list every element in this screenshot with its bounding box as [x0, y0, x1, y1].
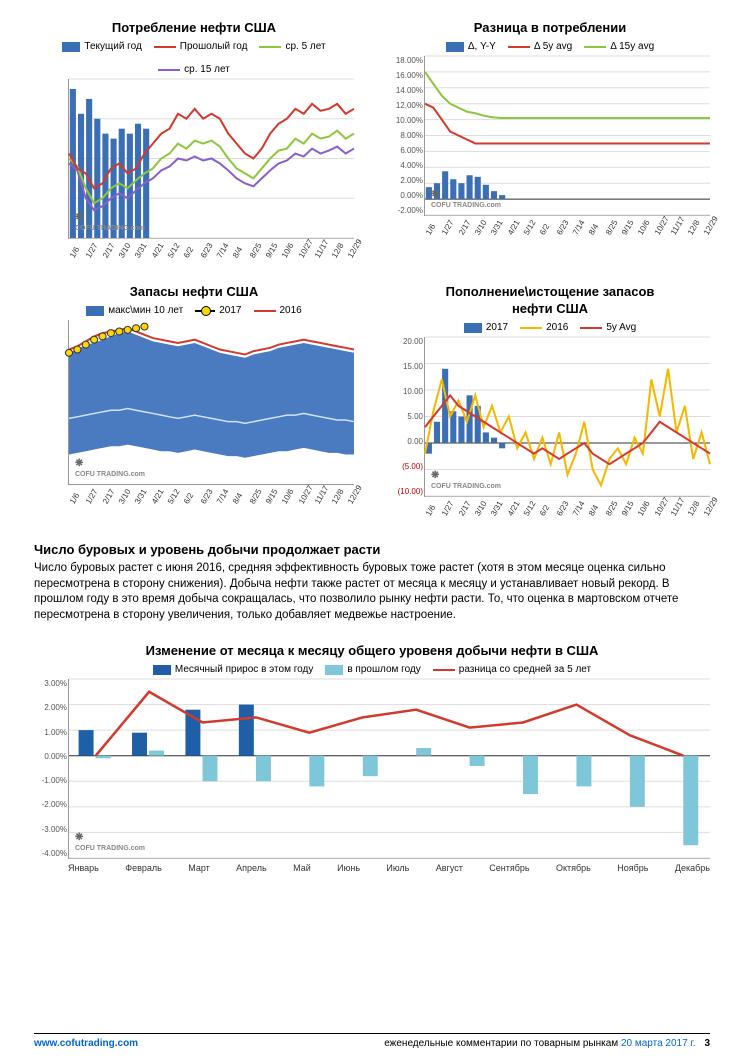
chart4-legend: 2017 2016 5y Avg — [390, 322, 710, 333]
chart-stock-change: Пополнение\истощение запасов нефти США 2… — [390, 284, 710, 522]
watermark: ❋COFU TRADING.com — [431, 470, 501, 490]
watermark: ❋COFU TRADING.com — [75, 212, 145, 232]
legend-item: Месячный прирос в этом году — [153, 664, 313, 675]
chart-consumption-diff: Разница в потреблении Δ, Y-Y Δ 5y avg Δ 15… — [390, 20, 710, 264]
chart4-title: Пополнение\истощение запасов — [390, 284, 710, 299]
legend-item: 5y Avg — [580, 322, 636, 333]
chart4-plot: 20.0015.0010.005.000.00(5.00)(10.00) ❋CO… — [424, 337, 710, 497]
chart5-legend: Месячный прирос в этом году в прошлом год… — [34, 664, 710, 675]
section-heading: Число буровых и уровень добычи продолжае… — [34, 542, 710, 557]
section-body: Число буровых растет с июня 2016, средня… — [34, 561, 710, 623]
chart-us-oil-consumption: Потребление нефти США Текущий год Прошолы… — [34, 20, 354, 264]
chart3-legend: макс\мин 10 лет 2017 2016 — [34, 305, 354, 316]
legend-item: ср. 15 лет — [158, 64, 230, 75]
legend-item: в прошлом году — [325, 664, 420, 675]
chart4-subtitle: нефти США — [390, 301, 710, 316]
chart-mom-production: Изменение от месяца к месяцу общего уров… — [34, 643, 710, 873]
chart3-plot: ❋COFU TRADING.com — [68, 320, 354, 485]
footer-site: www.cofutrading.com — [34, 1038, 138, 1049]
chart5-plot: 3.00%2.00%1.00%0.00%-1.00%-2.00%-3.00%-4… — [68, 679, 710, 859]
legend-item: Текущий год — [62, 41, 141, 52]
legend-item: Δ, Y-Y — [446, 41, 496, 52]
watermark: ❋COFU TRADING.com — [75, 458, 145, 478]
legend-item: Прошолый год — [154, 41, 248, 52]
legend-item: 2017 — [464, 322, 508, 333]
watermark: ❋COFU TRADING.com — [75, 832, 145, 852]
legend-item: макс\мин 10 лет — [86, 305, 183, 316]
chart1-legend: Текущий год Прошолый год ср. 5 лет ср. 15 л… — [34, 41, 354, 75]
legend-item: Δ 5y avg — [508, 41, 572, 52]
chart2-legend: Δ, Y-Y Δ 5y avg Δ 15y avg — [390, 41, 710, 52]
watermark: ❋COFU TRADING.com — [431, 189, 501, 209]
legend-item: 2016 — [254, 305, 302, 316]
legend-item: 2016 — [520, 322, 568, 333]
legend-item: ср. 5 лет — [259, 41, 325, 52]
chart5-title: Изменение от месяца к месяцу общего уров… — [34, 643, 710, 658]
page-footer: www.cofutrading.com еженедельные коммент… — [34, 1033, 710, 1049]
legend-item: разница со средней за 5 лет — [433, 664, 591, 675]
chart1-plot: ❋COFU TRADING.com — [68, 79, 354, 239]
chart3-title: Запасы нефти США — [34, 284, 354, 299]
chart1-title: Потребление нефти США — [34, 20, 354, 35]
row-2: Запасы нефти США макс\мин 10 лет 2017 2016… — [34, 284, 710, 522]
chart-us-oil-stocks: Запасы нефти США макс\мин 10 лет 2017 2016… — [34, 284, 354, 522]
legend-item: Δ 15y avg — [584, 41, 654, 52]
chart2-title: Разница в потреблении — [390, 20, 710, 35]
legend-item: 2017 — [195, 305, 241, 316]
chart2-plot: 18.00%16.00%14.00%12.00%10.00%8.00%6.00%… — [424, 56, 710, 216]
footer-caption: еженедельные комментарии по товарным рын… — [384, 1038, 710, 1049]
row-1: Потребление нефти США Текущий год Прошолы… — [34, 20, 710, 264]
